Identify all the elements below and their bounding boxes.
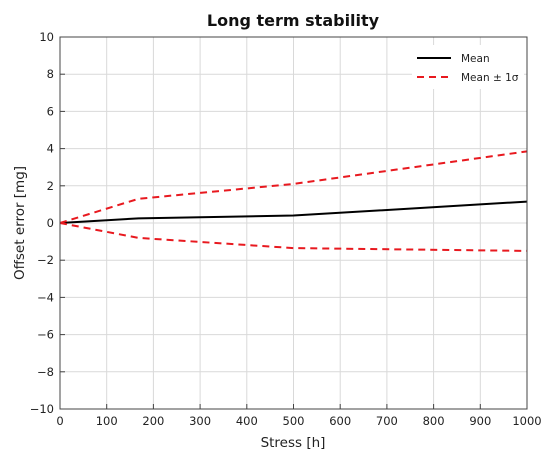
plot-frame (59, 36, 528, 410)
y-tick-label: 6 (47, 104, 54, 118)
x-tick-label: 600 (329, 414, 351, 428)
x-tick-label: 800 (423, 414, 445, 428)
series-line-mean (59, 200, 528, 224)
y-tick-label: 2 (47, 179, 54, 193)
x-tick-label: 0 (56, 414, 63, 428)
y-tick-label: 10 (39, 30, 54, 44)
grid (59, 36, 528, 410)
y-tick-label: −6 (37, 328, 54, 342)
series-line-lower-sigma (59, 222, 528, 252)
x-tick-label: 200 (142, 414, 164, 428)
y-tick-label: 4 (47, 142, 54, 156)
legend-box (412, 45, 524, 89)
y-tick-label: −10 (30, 402, 54, 416)
x-tick-label: 100 (96, 414, 118, 428)
legend-label-mean: Mean (461, 53, 490, 65)
x-axis-label: Stress [h] (261, 435, 326, 451)
y-tick-label: 0 (47, 216, 54, 230)
y-tick-label: −2 (37, 253, 54, 267)
series-line-upper-sigma (59, 150, 528, 224)
x-tick-label: 400 (236, 414, 258, 428)
x-tick-label: 1000 (512, 414, 541, 428)
y-tick-label: −8 (37, 365, 54, 379)
x-tick-label: 500 (283, 414, 305, 428)
y-tick-label: −4 (37, 290, 54, 304)
y-tick-label: 8 (47, 67, 54, 81)
y-axis-label: Offset error [mg] (12, 166, 28, 280)
chart-title: Long term stability (207, 11, 380, 30)
series-lines (59, 150, 528, 252)
x-tick-label: 900 (469, 414, 491, 428)
legend: Mean Mean ± 1σ (412, 45, 524, 89)
x-tick-label: 300 (189, 414, 211, 428)
legend-label-sigma: Mean ± 1σ (461, 72, 519, 84)
x-tick-label: 700 (376, 414, 398, 428)
